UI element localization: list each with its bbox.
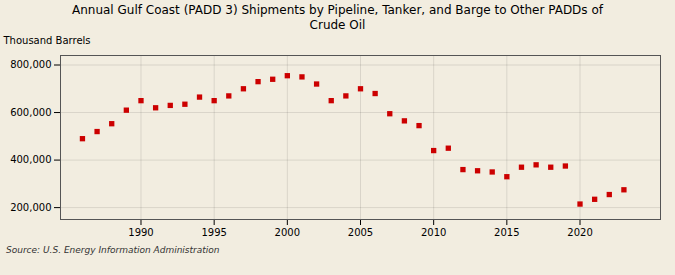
- svg-text:800,000: 800,000: [10, 59, 51, 70]
- svg-text:1990: 1990: [128, 227, 153, 238]
- svg-text:200,000: 200,000: [10, 202, 51, 213]
- svg-text:2010: 2010: [421, 227, 446, 238]
- svg-text:2015: 2015: [494, 227, 519, 238]
- html-text:Source: U.S. Energy Informatio: Source: U.S. Energy Information Administ…: [6, 245, 220, 255]
- svg-text:400,000: 400,000: [10, 154, 51, 165]
- svg-text:1995: 1995: [201, 227, 226, 238]
- svg-text:2000: 2000: [275, 227, 300, 238]
- svg-text:2020: 2020: [567, 227, 592, 238]
- svg-text:600,000: 600,000: [10, 107, 51, 118]
- svg-text:Thousand Barrels: Thousand Barrels: [3, 35, 91, 46]
- html-text:Annual Gulf Coast (PADD 3) Shi: Annual Gulf Coast (PADD 3) Shipments by …: [72, 3, 603, 32]
- svg-text:2005: 2005: [348, 227, 373, 238]
